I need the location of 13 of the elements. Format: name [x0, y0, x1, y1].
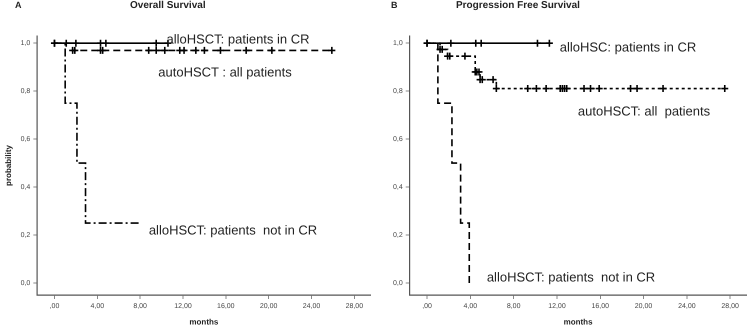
series-label: alloHSCT: patients not in CR	[148, 222, 318, 238]
series-label: alloHSCT: patients not in CR	[486, 270, 656, 285]
series-label: alloHSC: patients in CR	[560, 40, 696, 55]
x-axis-title: months	[189, 317, 219, 326]
series-label: autoHSCT : all patients	[158, 64, 292, 80]
chart-title: Progression Free Survival	[456, 0, 580, 11]
text: A	[15, 0, 22, 10]
series-label: autoHSCT: all patients	[578, 104, 711, 119]
x-axis-title: months	[564, 317, 594, 326]
y-axis-title: probability	[4, 144, 14, 186]
text: B	[391, 0, 398, 10]
series-label: alloHSCT: patients in CR	[166, 32, 310, 47]
chart-title: Overall Survival	[130, 0, 206, 11]
